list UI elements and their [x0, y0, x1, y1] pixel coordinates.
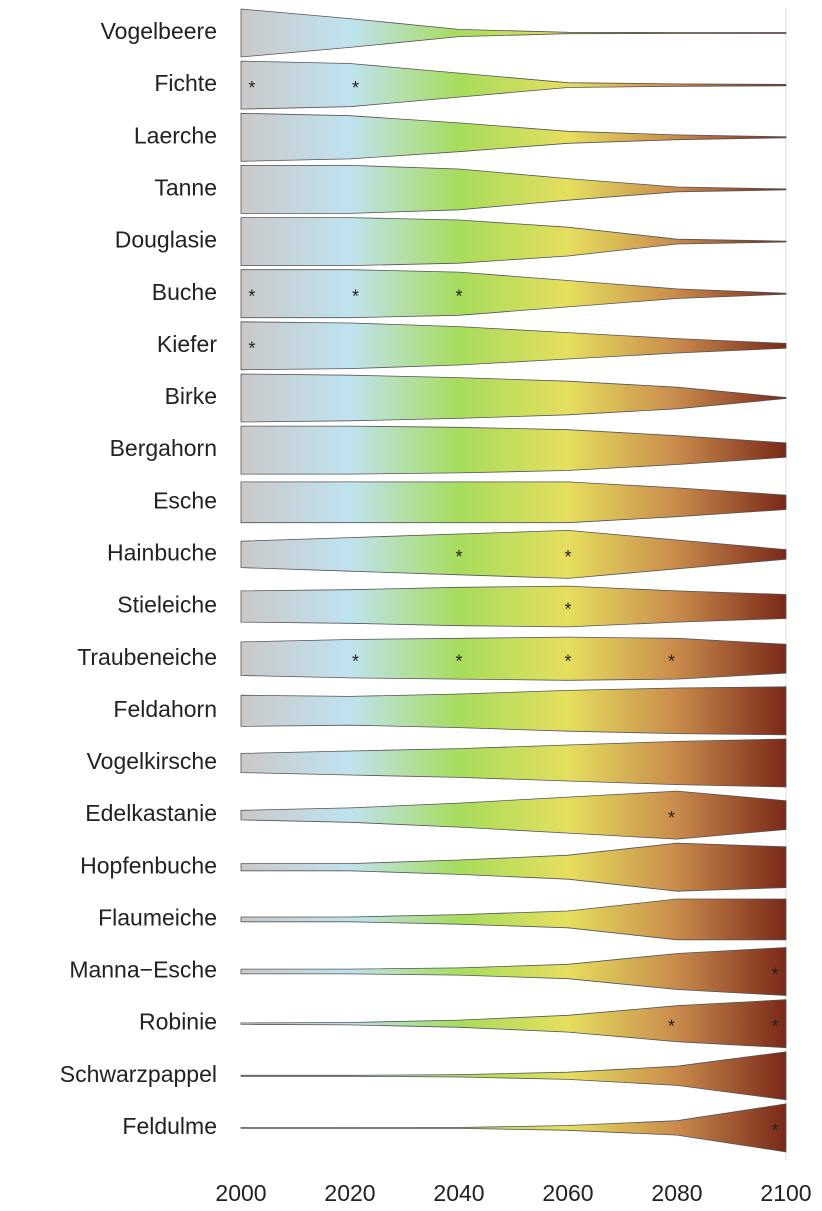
significance-star: *: [772, 964, 779, 984]
row-label: Esche: [153, 487, 217, 513]
significance-star: *: [455, 547, 462, 567]
violin: [240, 60, 787, 110]
significance-star: *: [564, 651, 571, 671]
significance-star: *: [455, 651, 462, 671]
significance-star: *: [668, 651, 675, 671]
violin: [240, 738, 787, 788]
violin: [240, 425, 787, 475]
violin: [240, 947, 787, 996]
row-label: Flaumeiche: [98, 904, 217, 930]
row-label: Feldahorn: [113, 696, 217, 722]
row-label: Feldulme: [122, 1113, 217, 1139]
row-label: Kiefer: [157, 331, 217, 357]
violin: [240, 1103, 787, 1153]
row-label: Schwarzpappel: [60, 1061, 217, 1087]
violin: [240, 636, 787, 681]
violin: [240, 112, 787, 162]
row-label: Birke: [165, 383, 217, 409]
x-tick-label: 2000: [215, 1180, 266, 1206]
significance-star: *: [772, 1016, 779, 1036]
row-label: Tanne: [154, 174, 217, 200]
row-label: Manna−Esche: [69, 957, 217, 983]
significance-star: *: [668, 808, 675, 828]
row-label: Stieleiche: [117, 592, 217, 618]
violin: [240, 686, 787, 736]
row-label: Hopfenbuche: [80, 852, 217, 878]
violin: [240, 217, 787, 266]
significance-star: *: [455, 286, 462, 306]
violin: [240, 8, 787, 58]
significance-star: *: [248, 286, 255, 306]
row-label: Vogelbeere: [101, 18, 217, 44]
violin: [240, 165, 787, 214]
significance-star: *: [564, 599, 571, 619]
x-tick-label: 2020: [324, 1180, 375, 1206]
violin: [240, 321, 787, 371]
violin: [240, 373, 787, 423]
violin: [240, 481, 787, 524]
violin: [240, 1051, 787, 1101]
violin: [240, 790, 787, 840]
significance-star: *: [668, 1016, 675, 1036]
x-tick-label: 2060: [542, 1180, 593, 1206]
row-label: Vogelkirsche: [87, 748, 217, 774]
row-label: Laerche: [134, 122, 217, 148]
row-label: Buche: [152, 279, 217, 305]
significance-star: *: [352, 78, 359, 98]
significance-star: *: [248, 339, 255, 359]
row-label: Douglasie: [115, 227, 217, 253]
violin: [240, 585, 787, 628]
row-label: Traubeneiche: [77, 644, 217, 670]
violin: [240, 842, 787, 892]
row-label: Fichte: [154, 70, 217, 96]
row-label: Robinie: [139, 1009, 217, 1035]
row-label: Bergahorn: [110, 435, 217, 461]
row-label: Edelkastanie: [85, 800, 217, 826]
significance-star: *: [352, 651, 359, 671]
violin: [240, 269, 787, 319]
violin: [240, 529, 787, 579]
x-tick-label: 2080: [651, 1180, 702, 1206]
significance-star: *: [352, 286, 359, 306]
significance-star: *: [248, 78, 255, 98]
row-label: Hainbuche: [107, 539, 217, 565]
significance-star: *: [564, 547, 571, 567]
significance-star: *: [772, 1121, 779, 1141]
x-tick-label: 2100: [760, 1180, 811, 1206]
violin: [240, 898, 787, 941]
violin: [240, 999, 787, 1049]
x-tick-label: 2040: [433, 1180, 484, 1206]
